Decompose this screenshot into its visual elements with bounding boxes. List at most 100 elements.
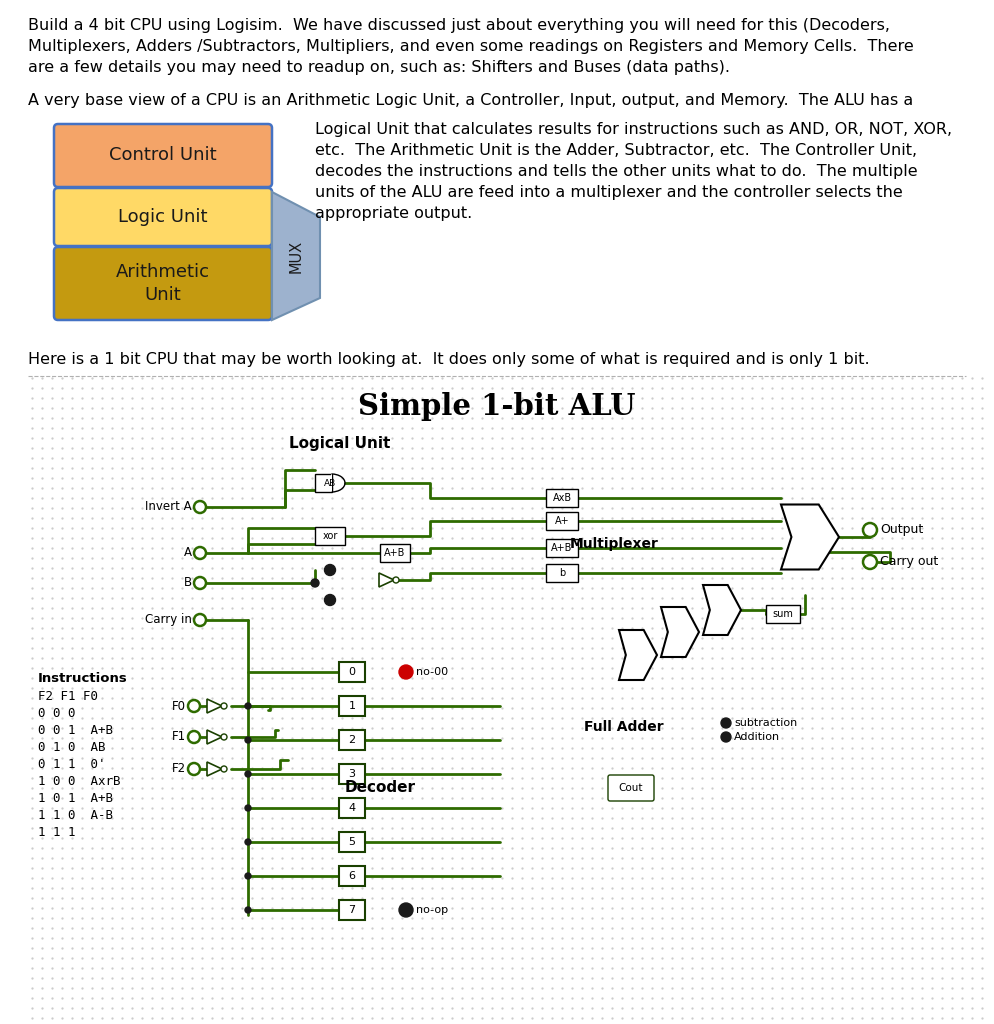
Bar [339, 798, 365, 818]
Text: A very base view of a CPU is an Arithmetic Logic Unit, a Controller, Input, outp: A very base view of a CPU is an Arithmet… [28, 93, 913, 108]
Text: AB: AB [324, 478, 336, 487]
Circle shape [188, 700, 200, 712]
Text: Invert A: Invert A [145, 501, 192, 513]
Text: Carry in: Carry in [145, 613, 192, 627]
Bar [546, 489, 578, 507]
Circle shape [393, 577, 399, 583]
Text: Arithmetic
Unit: Arithmetic Unit [116, 263, 210, 303]
Text: Simple 1-bit ALU: Simple 1-bit ALU [358, 392, 636, 421]
Text: 1 1 0  A-B: 1 1 0 A-B [38, 809, 113, 822]
Text: 0 1 0  AB: 0 1 0 AB [38, 741, 105, 754]
FancyBboxPatch shape [54, 124, 272, 187]
Text: Cout: Cout [618, 783, 643, 793]
Text: no-op: no-op [416, 905, 448, 915]
Text: B: B [184, 577, 192, 590]
Text: A+B: A+B [552, 543, 573, 553]
Bar [339, 662, 365, 682]
Bar [380, 544, 410, 562]
Text: Logical Unit that calculates results for instructions such as AND, OR, NOT, XOR,: Logical Unit that calculates results for… [315, 122, 952, 137]
Circle shape [245, 771, 251, 777]
Bar [315, 474, 332, 492]
Circle shape [221, 734, 227, 740]
Circle shape [194, 577, 206, 589]
Text: Instructions: Instructions [38, 672, 128, 685]
Bar [546, 539, 578, 557]
Text: A+B: A+B [385, 548, 406, 558]
Circle shape [245, 873, 251, 879]
Text: Here is a 1 bit CPU that may be worth looking at.  It does only some of what is : Here is a 1 bit CPU that may be worth lo… [28, 352, 870, 367]
Text: b: b [559, 568, 566, 578]
Text: 6: 6 [349, 871, 356, 881]
Circle shape [721, 718, 731, 728]
Bar [339, 900, 365, 920]
Circle shape [188, 763, 200, 775]
Text: Full Adder: Full Adder [584, 720, 664, 734]
Circle shape [194, 501, 206, 513]
Text: 1 1 1: 1 1 1 [38, 826, 76, 839]
Text: units of the ALU are feed into a multiplexer and the controller selects the: units of the ALU are feed into a multipl… [315, 185, 903, 200]
Polygon shape [207, 699, 222, 713]
Text: AxB: AxB [553, 493, 572, 503]
Bar [315, 527, 345, 545]
Circle shape [221, 766, 227, 772]
Text: 5: 5 [349, 837, 356, 847]
Circle shape [245, 737, 251, 743]
Text: Logic Unit: Logic Unit [118, 208, 208, 226]
Bar [339, 764, 365, 784]
Text: F1: F1 [172, 730, 186, 743]
Text: 0 1 1  0': 0 1 1 0' [38, 758, 105, 771]
Text: 1 0 1  A+B: 1 0 1 A+B [38, 792, 113, 805]
Polygon shape [272, 193, 320, 319]
Bar [339, 730, 365, 750]
Circle shape [245, 805, 251, 811]
Text: 1 0 0  AxrB: 1 0 0 AxrB [38, 775, 120, 788]
Polygon shape [661, 607, 699, 657]
Circle shape [245, 703, 251, 709]
Circle shape [399, 665, 413, 679]
Circle shape [399, 903, 413, 918]
Text: Multiplexers, Adders /Subtractors, Multipliers, and even some readings on Regist: Multiplexers, Adders /Subtractors, Multi… [28, 39, 913, 54]
FancyBboxPatch shape [54, 188, 272, 246]
Polygon shape [379, 573, 394, 587]
FancyBboxPatch shape [608, 775, 654, 801]
Polygon shape [207, 730, 222, 744]
Text: Decoder: Decoder [345, 780, 415, 795]
Bar [339, 696, 365, 716]
Text: 7: 7 [349, 905, 356, 915]
Circle shape [324, 595, 336, 605]
Text: appropriate output.: appropriate output. [315, 206, 472, 221]
Bar [546, 512, 578, 530]
Circle shape [863, 555, 877, 569]
Text: 0: 0 [349, 667, 356, 677]
Text: 4: 4 [349, 803, 356, 813]
Circle shape [245, 839, 251, 845]
Circle shape [221, 703, 227, 709]
Circle shape [324, 564, 336, 575]
Text: subtraction: subtraction [734, 718, 797, 728]
Text: xor: xor [322, 531, 338, 541]
Bar [766, 605, 800, 623]
Text: etc.  The Arithmetic Unit is the Adder, Subtractor, etc.  The Controller Unit,: etc. The Arithmetic Unit is the Adder, S… [315, 143, 917, 158]
Text: 0 0 1  A+B: 0 0 1 A+B [38, 724, 113, 737]
Bar [546, 564, 578, 582]
Circle shape [245, 907, 251, 913]
Circle shape [188, 731, 200, 743]
Circle shape [194, 614, 206, 626]
Text: decodes the instructions and tells the other units what to do.  The multiple: decodes the instructions and tells the o… [315, 164, 917, 179]
Text: sum: sum [772, 609, 793, 618]
Polygon shape [619, 630, 657, 680]
Text: Multiplexer: Multiplexer [570, 537, 658, 551]
Bar [331, 474, 332, 492]
Text: 0 0 0: 0 0 0 [38, 707, 76, 720]
Text: F2 F1 F0: F2 F1 F0 [38, 690, 98, 703]
Text: F2: F2 [172, 763, 186, 775]
Text: are a few details you may need to readup on, such as: Shifters and Buses (data p: are a few details you may need to readup… [28, 60, 730, 75]
Polygon shape [207, 762, 222, 776]
Text: A+: A+ [555, 516, 570, 526]
Text: 1: 1 [349, 701, 356, 711]
Text: Carry out: Carry out [880, 555, 938, 568]
FancyBboxPatch shape [54, 247, 272, 319]
Polygon shape [703, 585, 741, 635]
Text: 2: 2 [349, 735, 356, 745]
Circle shape [311, 579, 319, 587]
